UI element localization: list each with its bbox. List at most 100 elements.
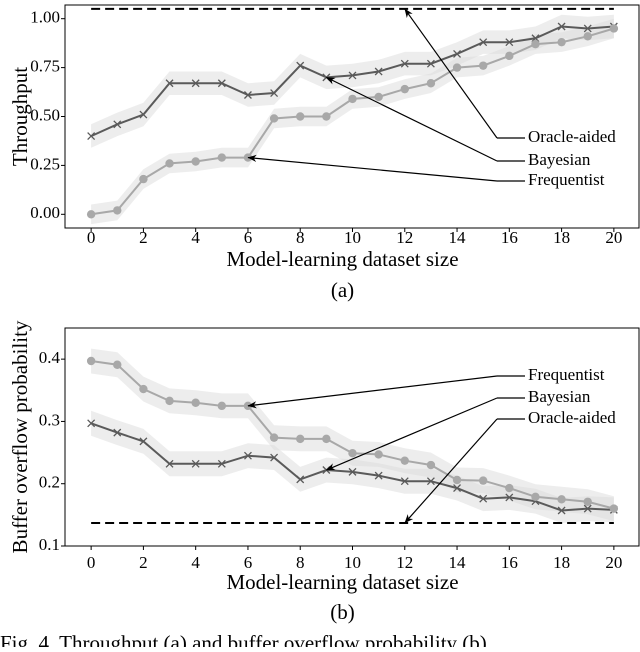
annotation-label-oracle-aided: Oracle-aided: [528, 127, 616, 146]
x-tick-label-a: 14: [449, 228, 467, 247]
data-point-bayesian: [296, 475, 305, 484]
x-tick-label-a: 6: [244, 228, 253, 247]
data-point-frequentist: [322, 434, 331, 444]
data-point-bayesian: [400, 477, 409, 486]
x-tick-label-a: 20: [605, 228, 622, 247]
x-tick-label-a: 16: [501, 228, 518, 247]
data-point-frequentist: [348, 94, 357, 104]
x-ticks-b: 0 2 4 6 8 10 12 14 16 18 20: [87, 546, 622, 572]
y-tick-label-b: 0.1: [39, 535, 60, 554]
data-point-bayesian: [583, 504, 592, 513]
data-point-bayesian: [139, 437, 148, 446]
x-tick-label-b: 16: [501, 553, 518, 572]
data-point-frequentist: [296, 112, 305, 121]
y-tick-label-a: 1.00: [30, 8, 60, 27]
data-point-frequentist: [86, 356, 96, 366]
data-point-bayesian: [191, 79, 200, 88]
y-tick-label-a: 0.50: [30, 105, 60, 124]
data-point-bayesian: [400, 59, 409, 68]
data-point-bayesian: [531, 34, 540, 43]
data-point-frequentist: [531, 492, 540, 501]
data-point-frequentist: [609, 504, 619, 513]
data-point-frequentist: [505, 483, 514, 493]
figure-caption-fragment: Fig. 4. Throughput (a) and buffer overfl…: [0, 631, 503, 647]
data-point-frequentist: [531, 39, 540, 49]
data-point-bayesian: [479, 38, 488, 47]
data-point-bayesian: [217, 459, 226, 468]
x-tick-label-b: 6: [244, 553, 253, 572]
data-point-bayesian: [87, 419, 96, 428]
x-axis-label-a: Model-learning dataset size: [226, 247, 458, 271]
y-ticks-b: 0.1 0.2 0.3 0.4: [39, 348, 65, 554]
data-point-frequentist: [165, 159, 174, 168]
data-point-bayesian: [217, 79, 226, 88]
data-point-bayesian: [453, 484, 462, 493]
data-point-bayesian: [113, 120, 122, 129]
data-point-frequentist: [505, 51, 514, 61]
data-point-frequentist: [191, 398, 200, 407]
x-tick-label-b: 20: [605, 553, 622, 572]
data-point-bayesian: [479, 494, 488, 503]
confidence-band-frequentist: [91, 18, 614, 225]
data-point-frequentist: [374, 92, 383, 102]
y-tick-label-b: 0.3: [39, 410, 60, 429]
data-point-bayesian: [348, 71, 357, 80]
x-tick-label-a: 8: [296, 228, 305, 247]
y-ticks-a: 0.00 0.25 0.50 0.75 1.00: [30, 8, 65, 222]
x-tick-label-b: 18: [553, 553, 570, 572]
x-tick-label-a: 4: [191, 228, 200, 247]
y-tick-label-a: 0.25: [30, 154, 60, 173]
data-point-frequentist: [400, 84, 409, 94]
x-tick-label-a: 2: [139, 228, 148, 247]
confidence-bands-a: [91, 14, 614, 225]
data-point-bayesian: [583, 24, 592, 33]
series-group-b: [86, 356, 619, 524]
data-point-frequentist: [113, 206, 122, 215]
data-point-bayesian: [113, 428, 122, 437]
data-point-bayesian: [374, 471, 383, 480]
data-point-bayesian: [165, 79, 174, 88]
annotation-arrow-frequentist: [247, 154, 498, 182]
x-tick-label-b: 10: [344, 553, 361, 572]
data-point-frequentist: [609, 24, 619, 33]
panel-label-b: (b): [330, 600, 355, 624]
x-tick-label-a: 0: [87, 228, 96, 247]
x-tick-label-b: 14: [449, 553, 467, 572]
data-point-bayesian: [557, 506, 566, 515]
data-point-frequentist: [217, 401, 227, 411]
data-point-frequentist: [583, 32, 592, 41]
annotation-arrow-bayesian: [325, 397, 498, 471]
y-axis-label-b: Buffer overflow probability: [8, 320, 32, 553]
data-point-frequentist: [217, 153, 227, 162]
data-point-frequentist: [452, 475, 462, 485]
confidence-band-bayesian: [91, 410, 614, 523]
x-tick-label-b: 2: [139, 553, 148, 572]
data-point-bayesian: [270, 89, 279, 97]
data-point-frequentist: [583, 497, 592, 506]
annotation-label-bayesian: Bayesian: [528, 150, 591, 169]
y-tick-label-a: 0.00: [30, 203, 60, 222]
data-point-frequentist: [478, 476, 488, 485]
x-tick-label-a: 18: [553, 228, 570, 247]
annotation-arrow-bayesian: [325, 76, 498, 162]
panel-a: 0 2 4 6 8 10 12 14 16 18 20 0.00 0.25 0.50 0.75 1.00 O…: [8, 4, 640, 302]
data-point-frequentist: [452, 63, 462, 72]
data-point-bayesian: [270, 453, 279, 462]
y-tick-label-b: 0.2: [39, 473, 60, 492]
data-point-frequentist: [478, 61, 488, 70]
data-point-bayesian: [243, 91, 252, 99]
data-point-frequentist: [191, 157, 200, 166]
annotation-arrow-oracle-aided: [404, 418, 498, 524]
x-tick-label-b: 8: [296, 553, 305, 572]
data-point-bayesian: [505, 493, 514, 502]
x-tick-label-b: 12: [396, 553, 413, 572]
data-point-bayesian: [557, 22, 566, 31]
data-point-bayesian: [87, 132, 96, 141]
data-point-frequentist: [139, 384, 148, 394]
data-point-bayesian: [243, 451, 252, 460]
x-ticks-a: 0 2 4 6 8 10 12 14 16 18 20: [87, 228, 622, 247]
data-point-frequentist: [113, 360, 122, 369]
